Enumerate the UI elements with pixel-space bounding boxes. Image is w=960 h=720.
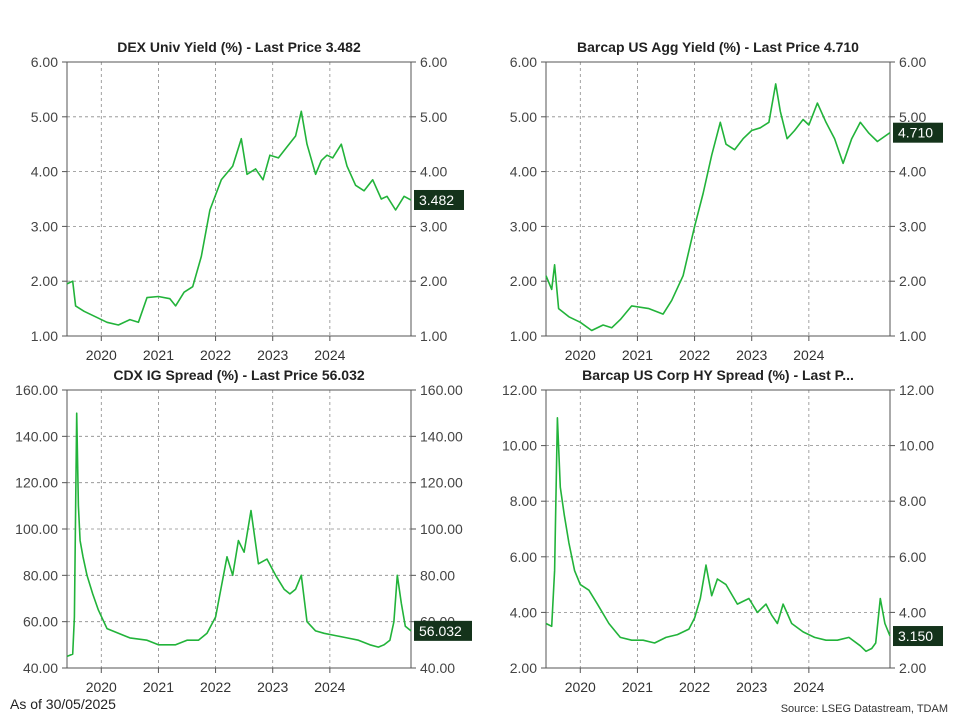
x-tick-label: 2022 bbox=[679, 679, 710, 695]
y-tick-label-left: 4.00 bbox=[510, 604, 537, 620]
series-line bbox=[545, 83, 891, 332]
x-tick-label: 2023 bbox=[257, 347, 288, 363]
y-tick-label-right: 6.00 bbox=[899, 54, 926, 70]
y-tick-label-right: 2.00 bbox=[420, 273, 447, 289]
y-tick-label-right: 4.00 bbox=[899, 604, 926, 620]
y-tick-label-right: 5.00 bbox=[899, 109, 926, 125]
x-tick-label: 2024 bbox=[314, 347, 345, 363]
y-tick-label-left: 6.00 bbox=[31, 54, 58, 70]
y-tick-label-left: 2.00 bbox=[510, 273, 537, 289]
y-tick-label-right: 3.00 bbox=[899, 218, 926, 234]
as-of-date: As of 30/05/2025 bbox=[10, 696, 116, 712]
x-tick-label: 2021 bbox=[622, 679, 653, 695]
chart-title: DEX Univ Yield (%) - Last Price 3.482 bbox=[117, 39, 361, 55]
y-tick-label-right: 4.00 bbox=[420, 164, 447, 180]
y-tick-label-left: 5.00 bbox=[31, 109, 58, 125]
y-tick-label-right: 160.00 bbox=[420, 382, 463, 398]
y-tick-label-right: 120.00 bbox=[420, 475, 463, 491]
y-tick-label-left: 8.00 bbox=[510, 493, 537, 509]
last-price-label: 56.032 bbox=[419, 623, 462, 639]
x-tick-label: 2023 bbox=[736, 347, 767, 363]
plot-frame bbox=[545, 61, 891, 337]
y-tick-label-left: 5.00 bbox=[510, 109, 537, 125]
y-tick-label-left: 4.00 bbox=[31, 164, 58, 180]
y-tick-label-left: 6.00 bbox=[510, 54, 537, 70]
y-tick-label-left: 120.00 bbox=[15, 475, 58, 491]
last-price-badge bbox=[414, 620, 472, 641]
y-tick-label-left: 1.00 bbox=[31, 328, 58, 344]
y-tick-label-right: 4.00 bbox=[899, 164, 926, 180]
x-tick-label: 2024 bbox=[793, 679, 824, 695]
y-tick-label-right: 6.00 bbox=[899, 549, 926, 565]
chart-panel-4: 2.00 2.00 4.00 4.00 6.00 6.00 8.00 8.00 10.00 10.… bbox=[502, 367, 943, 695]
y-tick-label-right: 3.00 bbox=[420, 218, 447, 234]
y-tick-label-left: 40.00 bbox=[23, 660, 58, 676]
y-tick-label-left: 10.00 bbox=[502, 438, 537, 454]
x-tick-label: 2021 bbox=[143, 347, 174, 363]
chart-title: Barcap US Corp HY Spread (%) - Last P... bbox=[582, 367, 854, 383]
chart-panel-2: 1.00 1.00 2.00 2.00 3.00 3.00 4.00 4.00 5.00 5.00… bbox=[510, 39, 943, 363]
y-tick-label-right: 8.00 bbox=[899, 493, 926, 509]
y-tick-label-right: 1.00 bbox=[899, 328, 926, 344]
y-tick-label-left: 160.00 bbox=[15, 382, 58, 398]
y-tick-label-right: 5.00 bbox=[420, 109, 447, 125]
last-price-badge bbox=[893, 626, 943, 647]
y-tick-label-left: 2.00 bbox=[510, 660, 537, 676]
x-tick-label: 2022 bbox=[200, 347, 231, 363]
x-tick-label: 2024 bbox=[314, 679, 345, 695]
x-tick-label: 2021 bbox=[143, 679, 174, 695]
x-tick-label: 2023 bbox=[257, 679, 288, 695]
x-tick-label: 2020 bbox=[86, 347, 117, 363]
last-price-badge bbox=[414, 189, 464, 210]
plot-frame bbox=[66, 389, 412, 669]
y-tick-label-left: 6.00 bbox=[510, 549, 537, 565]
y-tick-label-right: 1.00 bbox=[420, 328, 447, 344]
y-tick-label-right: 2.00 bbox=[899, 660, 926, 676]
x-tick-label: 2021 bbox=[622, 347, 653, 363]
chart-panel-3: 40.0040.0060.0060.0080.0080.00100.00100.… bbox=[15, 367, 472, 695]
y-tick-label-left: 3.00 bbox=[510, 218, 537, 234]
y-tick-label-left: 12.00 bbox=[502, 382, 537, 398]
y-tick-label-left: 2.00 bbox=[31, 273, 58, 289]
source-note: Source: LSEG Datastream, TDAM bbox=[780, 703, 948, 715]
series-line bbox=[66, 110, 412, 326]
y-tick-label-right: 140.00 bbox=[420, 428, 463, 444]
chart-title: CDX IG Spread (%) - Last Price 56.032 bbox=[113, 367, 365, 383]
y-tick-label-left: 140.00 bbox=[15, 428, 58, 444]
chart-panel-1: 1.00 1.00 2.00 2.00 3.00 3.00 4.00 4.00 5.00 5.00… bbox=[31, 39, 464, 363]
last-price-label: 4.710 bbox=[898, 125, 933, 141]
y-tick-label-left: 60.00 bbox=[23, 614, 58, 630]
last-price-badge bbox=[893, 122, 943, 143]
x-tick-label: 2024 bbox=[793, 347, 824, 363]
x-tick-label: 2020 bbox=[565, 347, 596, 363]
series-line bbox=[66, 412, 412, 658]
y-tick-label-right: 100.00 bbox=[420, 521, 463, 537]
y-tick-label-right: 40.00 bbox=[420, 660, 455, 676]
last-price-label: 3.150 bbox=[898, 628, 933, 644]
y-tick-label-right: 2.00 bbox=[899, 273, 926, 289]
plot-frame bbox=[66, 61, 412, 337]
y-tick-label-left: 4.00 bbox=[510, 164, 537, 180]
y-tick-label-left: 80.00 bbox=[23, 567, 58, 583]
y-tick-label-left: 100.00 bbox=[15, 521, 58, 537]
chart-title: Barcap US Agg Yield (%) - Last Price 4.7… bbox=[577, 39, 859, 55]
y-tick-label-left: 1.00 bbox=[510, 328, 537, 344]
x-tick-label: 2023 bbox=[736, 679, 767, 695]
y-tick-label-right: 80.00 bbox=[420, 567, 455, 583]
y-tick-label-right: 6.00 bbox=[420, 54, 447, 70]
x-tick-label: 2020 bbox=[86, 679, 117, 695]
x-tick-label: 2022 bbox=[200, 679, 231, 695]
y-tick-label-left: 3.00 bbox=[31, 218, 58, 234]
last-price-label: 3.482 bbox=[419, 192, 454, 208]
y-tick-label-right: 10.00 bbox=[899, 438, 934, 454]
series-line bbox=[545, 417, 891, 653]
x-tick-label: 2020 bbox=[565, 679, 596, 695]
x-tick-label: 2022 bbox=[679, 347, 710, 363]
plot-frame bbox=[545, 389, 891, 669]
y-tick-label-right: 12.00 bbox=[899, 382, 934, 398]
